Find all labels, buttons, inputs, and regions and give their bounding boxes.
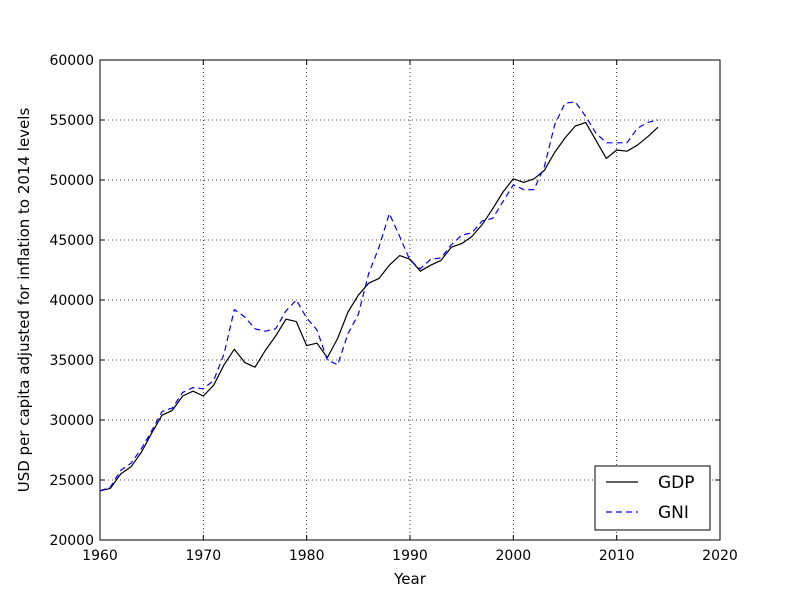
x-tick-label: 2010 [599,548,635,564]
x-tick-label: 1970 [186,548,222,564]
x-tick-label: 1980 [289,548,325,564]
x-tick-label: 1960 [82,548,118,564]
y-tick-label: 55000 [49,113,94,129]
y-tick-label: 45000 [49,233,94,249]
legend: GDP GNI [594,465,711,531]
series-layer [99,101,659,492]
y-tick-label: 20000 [49,533,94,549]
y-tick-label: 35000 [49,353,94,369]
ticks: 1960 1970 1980 1990 2000 2010 2020 20000 25000 30… [49,53,737,564]
x-tick-label: 1990 [392,548,428,564]
y-tick-label: 40000 [49,293,94,309]
grid [100,60,720,540]
y-axis-label: USD per capita adjusted for inflation to… [15,108,33,493]
legend-label-gni: GNI [658,503,689,523]
x-axis-label: Year [393,570,427,588]
series-line-gni [99,101,659,492]
x-tick-label: 2000 [496,548,532,564]
y-tick-label: 60000 [49,53,94,69]
x-tick-label: 2020 [702,548,738,564]
y-tick-label: 50000 [49,173,94,189]
legend-label-gdp: GDP [658,473,695,493]
legend-frame [594,465,711,531]
series-line-gdp [99,121,659,492]
y-tick-label: 30000 [49,413,94,429]
y-tick-label: 25000 [49,473,94,489]
